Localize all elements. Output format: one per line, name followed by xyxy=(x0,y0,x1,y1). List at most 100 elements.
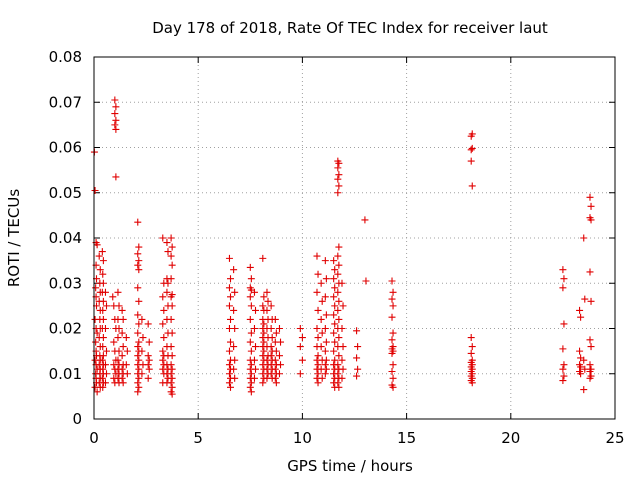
data-point xyxy=(167,252,175,260)
data-point xyxy=(331,356,339,364)
data-point xyxy=(335,297,343,305)
data-point xyxy=(163,288,171,296)
data-point xyxy=(112,116,120,124)
data-point xyxy=(144,374,152,382)
data-point xyxy=(134,218,142,226)
data-point xyxy=(559,377,567,385)
data-point xyxy=(134,388,142,396)
y-tick-label: 0.05 xyxy=(49,184,82,202)
data-point xyxy=(134,261,142,269)
data-point xyxy=(111,110,119,118)
data-point xyxy=(134,379,142,387)
data-point xyxy=(91,186,99,194)
data-point xyxy=(159,293,167,301)
data-point xyxy=(338,325,346,332)
data-point xyxy=(339,302,347,310)
data-point xyxy=(114,288,122,296)
x-tick-label: 5 xyxy=(193,429,203,447)
data-point xyxy=(580,234,588,242)
data-point xyxy=(317,315,325,323)
data-point xyxy=(103,302,111,310)
data-point xyxy=(334,164,342,172)
data-point xyxy=(317,343,325,351)
data-point xyxy=(227,383,235,391)
data-point xyxy=(560,320,568,328)
data-point xyxy=(322,338,330,346)
data-point xyxy=(247,361,255,369)
data-point xyxy=(250,325,258,332)
data-point xyxy=(112,173,120,181)
data-point xyxy=(264,297,272,305)
data-point xyxy=(330,293,338,301)
data-point xyxy=(389,329,397,337)
data-point xyxy=(93,329,101,337)
data-point xyxy=(103,370,111,378)
data-point xyxy=(334,252,342,260)
data-point xyxy=(109,293,117,301)
data-point xyxy=(168,243,176,251)
data-point xyxy=(313,288,321,296)
data-point xyxy=(331,320,339,328)
data-point xyxy=(334,370,342,378)
data-point xyxy=(101,361,109,369)
data-point xyxy=(135,356,143,364)
data-point xyxy=(388,336,396,344)
data-point xyxy=(330,257,338,265)
data-point xyxy=(99,334,107,342)
data-point xyxy=(272,347,280,355)
data-point xyxy=(99,315,107,323)
data-point xyxy=(330,347,338,355)
data-point xyxy=(331,284,339,292)
data-point xyxy=(99,306,107,314)
data-point xyxy=(296,370,304,378)
data-point xyxy=(468,144,476,152)
data-point xyxy=(335,243,343,251)
data-point xyxy=(101,325,109,332)
data-point xyxy=(111,96,119,104)
data-point xyxy=(135,257,143,265)
data-point xyxy=(314,270,322,278)
data-point xyxy=(225,284,233,292)
data-point xyxy=(576,347,584,355)
data-point xyxy=(334,361,342,369)
data-point xyxy=(246,263,254,271)
data-point xyxy=(250,374,258,382)
data-point xyxy=(335,159,343,167)
data-point xyxy=(296,325,304,332)
x-tick-label: 10 xyxy=(293,429,312,447)
data-point xyxy=(335,383,343,391)
data-point xyxy=(246,338,254,346)
data-point xyxy=(334,306,342,314)
data-point xyxy=(263,288,271,296)
data-point xyxy=(468,379,476,387)
data-point xyxy=(167,234,175,242)
data-point xyxy=(586,268,594,276)
data-point xyxy=(275,325,283,332)
data-point xyxy=(318,297,326,305)
data-point xyxy=(168,365,176,373)
data-point xyxy=(118,352,126,360)
data-point xyxy=(122,334,130,342)
data-point xyxy=(138,370,146,378)
data-point xyxy=(586,374,594,382)
data-point xyxy=(115,325,123,332)
data-point xyxy=(314,306,322,314)
data-point xyxy=(227,275,235,283)
data-point xyxy=(272,379,280,387)
data-point xyxy=(339,343,347,351)
y-tick-label: 0.01 xyxy=(49,365,82,383)
data-point xyxy=(227,293,235,301)
data-point xyxy=(334,175,342,183)
data-point xyxy=(103,347,111,355)
data-point xyxy=(135,320,143,328)
data-point xyxy=(335,171,343,179)
y-tick-label: 0 xyxy=(72,410,82,428)
data-point xyxy=(318,329,326,337)
data-point xyxy=(246,293,254,301)
data-point xyxy=(168,374,176,382)
data-point xyxy=(145,338,153,346)
data-point xyxy=(467,157,475,165)
data-point xyxy=(252,365,260,373)
data-point xyxy=(559,365,567,373)
data-point xyxy=(118,306,126,314)
